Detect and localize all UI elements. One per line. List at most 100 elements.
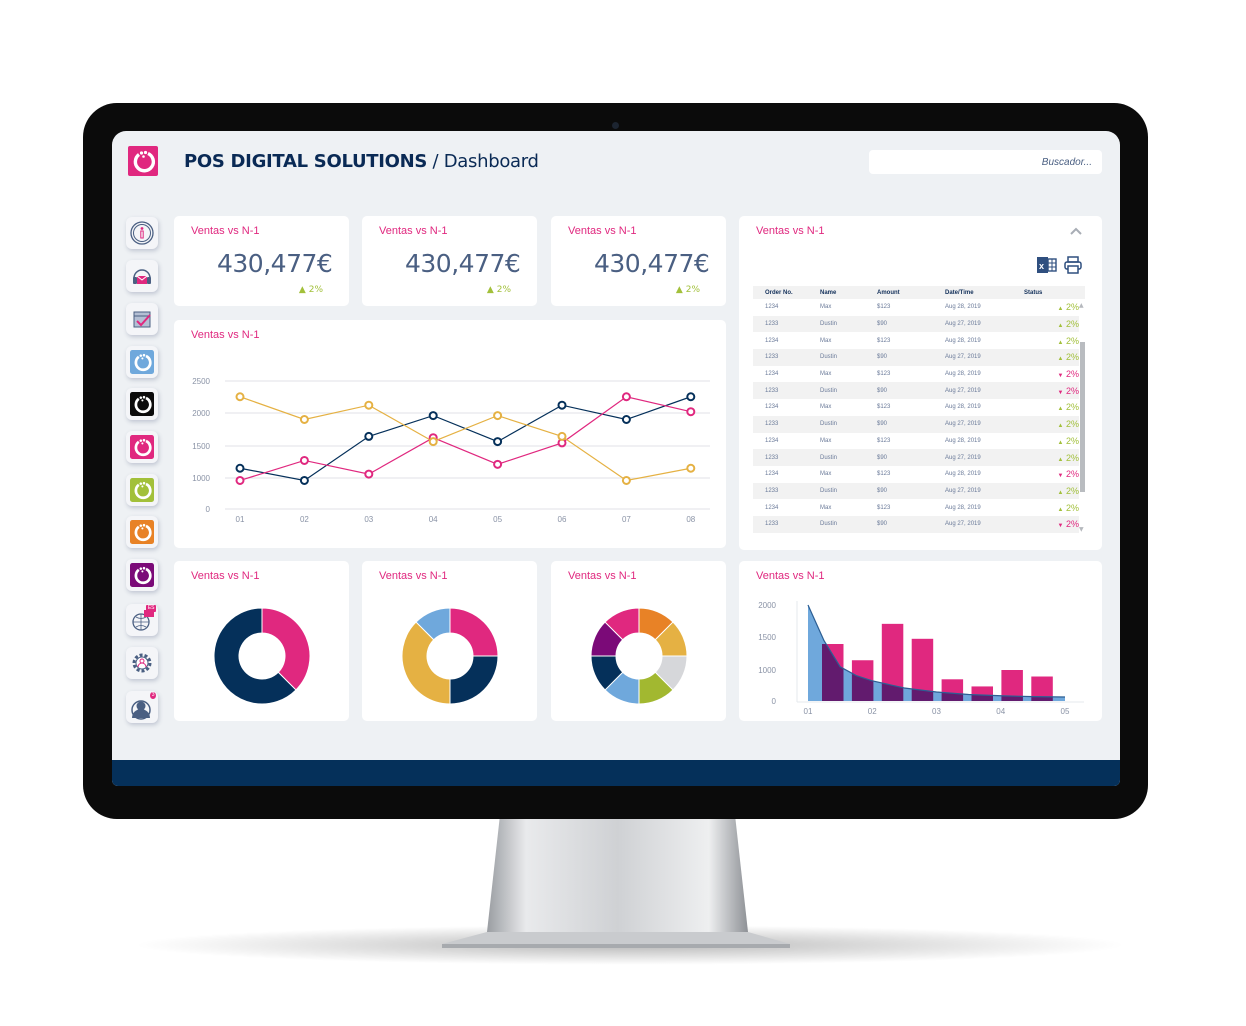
table-row[interactable]: 1234 Max $123 Aug 28, 2019 ▲ 2%	[753, 332, 1085, 349]
donut-chart-card: Ventas vs N-1	[174, 561, 349, 721]
sidebar-item-calendar-check[interactable]	[126, 303, 158, 335]
kpi-value: 430,477€	[405, 249, 521, 278]
table-row[interactable]: 1233 Dustin $90 Aug 27, 2019 ▼ 2%	[753, 382, 1085, 400]
data-point[interactable]	[364, 469, 374, 479]
donut-slice[interactable]	[604, 607, 640, 641]
sidebar-item-app-logo-purple[interactable]	[126, 559, 158, 591]
table-cell: Dustin	[820, 315, 877, 333]
data-point[interactable]	[299, 415, 309, 424]
status-value: 2%	[1065, 385, 1079, 396]
table-row[interactable]: 1233 Dustin $90 Aug 27, 2019 ▲ 2%	[753, 449, 1085, 466]
table-cell: 1234	[765, 404, 779, 411]
table-row[interactable]: 1234 Max $123 Aug 28, 2019 ▼ 2%	[753, 366, 1085, 383]
scroll-up-arrow-icon[interactable]: ▲	[1079, 302, 1084, 309]
trend-down-icon: ▼	[1057, 473, 1064, 480]
kpi-value: 430,477€	[217, 249, 333, 278]
data-point[interactable]	[235, 475, 245, 485]
sidebar-item-app-logo-pink[interactable]	[126, 431, 158, 463]
collapse-chevron-up-icon[interactable]	[1069, 226, 1083, 236]
table-row[interactable]: 1234 Max $123 Aug 28, 2019 ▲ 2%	[753, 299, 1085, 316]
scrollbar-thumb[interactable]	[1080, 342, 1085, 492]
donut-slice[interactable]	[449, 655, 499, 705]
data-point[interactable]	[493, 411, 503, 421]
data-point[interactable]	[428, 411, 438, 421]
data-point[interactable]	[235, 392, 245, 402]
table-row[interactable]: 1234 Max $123 Aug 28, 2019 ▲ 2%	[753, 499, 1085, 516]
data-point[interactable]	[621, 392, 631, 402]
donut-slice[interactable]	[401, 621, 451, 705]
trend-down-icon: ▼	[1057, 389, 1064, 396]
status-value: 2%	[1065, 352, 1079, 363]
sidebar-item-user-notifications[interactable]: 3	[126, 691, 158, 723]
card-title: Ventas vs N-1	[379, 570, 448, 582]
trend-up-icon: ▲	[1057, 423, 1064, 430]
table-row[interactable]: 1233 Dustin $90 Aug 27, 2019 ▲ 2%	[753, 315, 1085, 333]
sidebar-item-language[interactable]: ES	[126, 604, 158, 636]
table-cell: Max	[820, 304, 832, 311]
table-row[interactable]: 1233 Dustin $90 Aug 27, 2019 ▲ 2%	[753, 482, 1085, 500]
x-tick-label: 04	[429, 515, 438, 524]
bar[interactable]	[881, 623, 904, 701]
scroll-down-arrow-icon[interactable]: ▼	[1079, 526, 1084, 533]
table-cell: Aug 28, 2019	[945, 304, 981, 311]
table-row[interactable]: 1234 Max $123 Aug 28, 2019 ▲ 2%	[753, 399, 1085, 416]
badge: ES	[146, 605, 156, 612]
column-header[interactable]: Date/Time	[945, 286, 1018, 299]
data-point[interactable]	[493, 459, 503, 469]
data-point[interactable]	[493, 437, 503, 447]
table-cell: 1234	[765, 471, 779, 478]
sidebar-item-app-logo-green[interactable]	[126, 474, 158, 506]
column-header[interactable]: Amount	[877, 286, 945, 299]
support-mail-icon	[133, 269, 151, 284]
data-point[interactable]	[299, 475, 309, 485]
table-row[interactable]: 1234 Max $123 Aug 28, 2019 ▲ 2%	[753, 433, 1085, 450]
data-point[interactable]	[557, 400, 567, 410]
data-point[interactable]	[299, 455, 309, 465]
sidebar-item-app-logo-orange[interactable]	[126, 516, 158, 548]
sidebar-item-app-logo-black[interactable]	[126, 388, 158, 420]
sidebar-item-info[interactable]	[126, 217, 158, 249]
data-point[interactable]	[557, 431, 567, 441]
bar[interactable]	[1001, 670, 1023, 701]
user-settings-icon	[132, 653, 152, 673]
card-title: Ventas vs N-1	[756, 225, 825, 237]
data-point[interactable]	[235, 463, 245, 473]
brand-logo[interactable]	[128, 146, 158, 180]
data-point[interactable]	[686, 463, 696, 473]
table-cell: $90	[877, 382, 945, 400]
bar-area-chart: 2000 1500 1000 0 01 02 03 04 05	[758, 601, 1084, 716]
data-point[interactable]	[686, 392, 696, 402]
bar[interactable]	[911, 638, 934, 701]
table-row[interactable]: 1233 Dustin $90 Aug 27, 2019 ▲ 2%	[753, 349, 1085, 366]
sidebar-item-support-mail[interactable]	[126, 260, 158, 292]
column-header[interactable]: Status	[1018, 286, 1085, 299]
sidebar-item-user-settings[interactable]	[126, 647, 158, 679]
donut-slice[interactable]	[415, 607, 451, 641]
donut-slice[interactable]	[449, 607, 499, 657]
sidebar-item-app-logo-blue[interactable]	[126, 346, 158, 378]
table-row[interactable]: 1234 Max $123 Aug 28, 2019 ▼ 2%	[753, 466, 1085, 483]
badge: 3	[150, 692, 156, 699]
column-header[interactable]: Order No.	[753, 286, 820, 299]
table-cell: Dustin	[820, 449, 877, 466]
data-point[interactable]	[364, 400, 374, 410]
data-point[interactable]	[621, 475, 631, 485]
donut-slice[interactable]	[261, 607, 311, 691]
column-header[interactable]: Name	[820, 286, 877, 299]
data-point[interactable]	[686, 407, 696, 417]
donut-slice[interactable]	[213, 607, 297, 705]
table-scrollbar[interactable]: ▲ ▼	[1079, 302, 1085, 534]
data-point[interactable]	[364, 431, 374, 441]
table-row[interactable]: 1233 Dustin $90 Aug 27, 2019 ▼ 2%	[753, 515, 1085, 533]
trend-up-icon: ▲	[1057, 456, 1064, 463]
bar[interactable]	[1031, 676, 1053, 701]
export-excel-icon[interactable]: x	[1037, 256, 1057, 274]
search-input[interactable]	[869, 150, 1102, 174]
data-point[interactable]	[621, 415, 631, 424]
table-row[interactable]: 1233 Dustin $90 Aug 27, 2019 ▲ 2%	[753, 415, 1085, 433]
table-cell: 1233	[753, 349, 820, 366]
data-point[interactable]	[428, 437, 438, 447]
y-tick-label: 0	[206, 505, 211, 514]
status-value: 2%	[1065, 419, 1079, 430]
print-icon[interactable]	[1064, 256, 1082, 274]
